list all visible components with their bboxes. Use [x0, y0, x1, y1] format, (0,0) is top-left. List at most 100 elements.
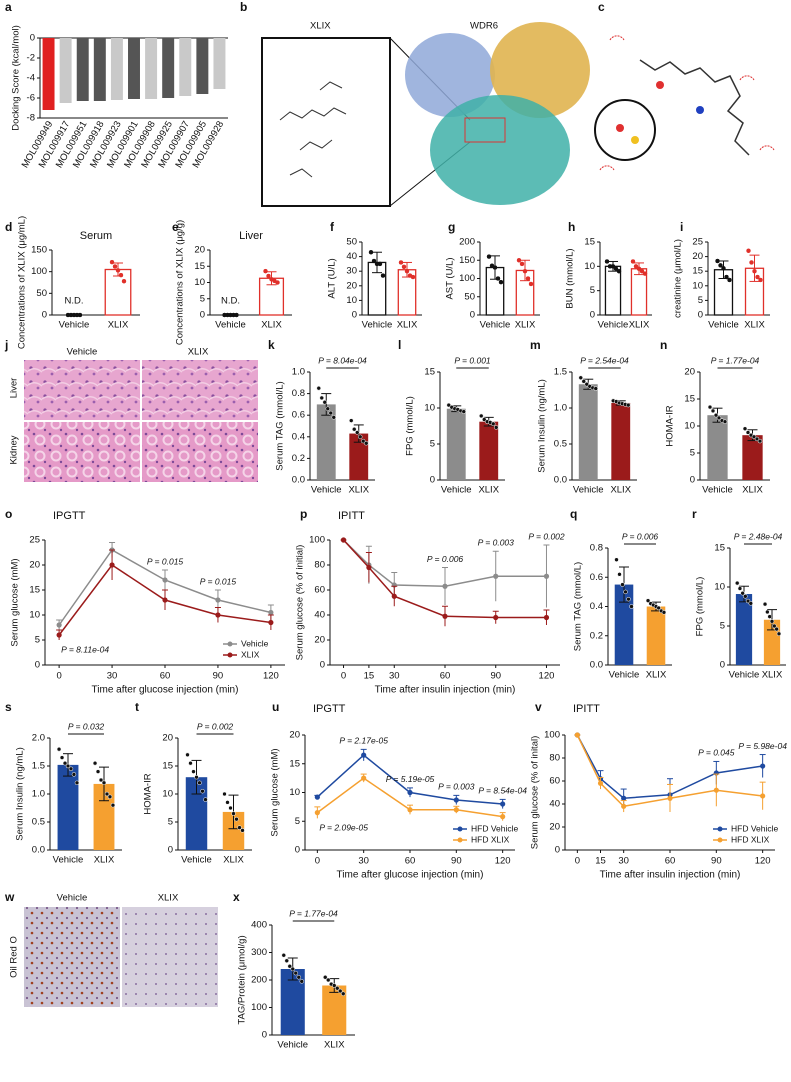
inset	[594, 99, 656, 161]
data-point	[231, 811, 236, 816]
p-value: P = 0.006	[427, 554, 464, 564]
data-point	[617, 572, 622, 577]
data-point	[234, 312, 239, 318]
y-axis-label: Docking Score (kcal/mol)	[11, 25, 22, 131]
data-point	[299, 979, 304, 984]
data-point	[203, 797, 208, 802]
y-tick-label: 10	[692, 280, 703, 291]
panel-label: c	[598, 0, 605, 14]
y-axis-label: HOMA-IR	[665, 405, 676, 446]
panel-label: k	[268, 338, 275, 352]
data-point	[162, 577, 168, 583]
chart-title: Liver	[239, 230, 263, 242]
data-point	[59, 755, 65, 760]
y-axis-label: AST (U/L)	[445, 257, 456, 299]
p-value: P = 0.015	[147, 556, 184, 566]
bar	[707, 415, 728, 480]
data-point	[710, 408, 716, 414]
data-point	[760, 793, 766, 799]
data-point	[613, 266, 619, 272]
data-point	[776, 631, 782, 637]
bar	[735, 594, 753, 665]
y-tick-label: 0	[42, 310, 47, 321]
y-tick-label: 5	[720, 621, 725, 632]
y-tick-label: -2	[27, 53, 35, 64]
data-point	[752, 268, 757, 274]
data-point	[745, 430, 751, 435]
x-tick-label: 90	[213, 671, 224, 682]
data-point	[525, 276, 531, 281]
y-tick-label: 5	[590, 285, 595, 296]
data-point	[762, 601, 768, 607]
y-tick-label: 0.8	[292, 388, 305, 399]
data-point	[366, 564, 372, 571]
panel-label: b	[240, 0, 247, 14]
data-point	[335, 986, 340, 991]
y-tick-label: 5	[698, 295, 703, 306]
x-tick-label: XLIX	[744, 320, 765, 331]
panel-label: a	[5, 0, 12, 14]
y-tick-label: 0.8	[590, 543, 603, 554]
data-point	[92, 760, 98, 766]
x-axis-label: Time after insulin injection (min)	[600, 870, 741, 881]
x-tick-label: 0	[575, 856, 580, 867]
y-tick-label: 10	[346, 295, 357, 306]
data-point	[774, 626, 779, 632]
y-tick-label: 20	[162, 733, 173, 744]
y-tick-label: 0.6	[590, 572, 603, 583]
y-tick-label: 15	[162, 761, 173, 772]
y-tick-label: 1.5	[554, 367, 567, 378]
y-tick-label: 0.4	[292, 431, 305, 442]
data-point	[284, 958, 289, 963]
data-point	[543, 614, 550, 621]
data-point	[228, 805, 233, 811]
data-point	[338, 988, 343, 994]
data-point	[492, 265, 498, 270]
panel-label: u	[272, 700, 279, 714]
data-point	[404, 268, 410, 274]
data-point	[71, 772, 77, 777]
y-tick-label: 0	[200, 310, 205, 321]
p-value: P = 5.19e-05	[386, 774, 435, 784]
x-tick-label: XLIX	[348, 485, 369, 496]
bar	[578, 384, 598, 480]
molecule-box	[261, 37, 391, 207]
data-point	[109, 562, 115, 568]
y-tick-label: 0	[295, 845, 300, 856]
data-point	[358, 434, 363, 440]
data-point	[325, 406, 330, 411]
legend-label: HFD XLIX	[731, 834, 770, 844]
y-axis-label: Concentrations of XLIX (μg/g)	[175, 220, 186, 345]
column-label: Vehicle	[57, 893, 88, 904]
data-point	[215, 612, 221, 618]
staining-image	[122, 907, 218, 1007]
x-tick-label: Vehicle	[441, 485, 472, 496]
series-line	[576, 734, 763, 808]
data-point	[724, 274, 729, 280]
data-point	[516, 258, 522, 263]
x-tick-label: Vehicle	[702, 485, 733, 496]
y-tick-label: 10	[584, 261, 595, 272]
protein-domain	[430, 95, 570, 205]
bar	[604, 265, 622, 316]
bar	[145, 38, 158, 99]
y-tick-label: 0	[698, 310, 703, 321]
y-tick-label: 1.0	[292, 367, 305, 378]
y-tick-label: 0	[30, 33, 35, 44]
data-point	[623, 589, 628, 595]
data-point	[633, 264, 639, 269]
data-point	[234, 816, 239, 822]
protein-domain	[490, 22, 590, 118]
bar	[196, 38, 209, 94]
x-tick-label: 60	[405, 856, 416, 867]
y-tick-label: 10	[424, 403, 435, 414]
data-point	[110, 802, 116, 808]
data-point	[707, 404, 713, 410]
y-tick-label: 200	[459, 237, 475, 248]
data-point	[486, 254, 492, 259]
data-point	[112, 264, 118, 269]
x-tick-label: XLIX	[94, 855, 115, 866]
data-point	[645, 598, 651, 603]
x-axis-label: Time after insulin injection (min)	[375, 685, 516, 696]
x-tick-label: Vehicle	[708, 320, 739, 331]
